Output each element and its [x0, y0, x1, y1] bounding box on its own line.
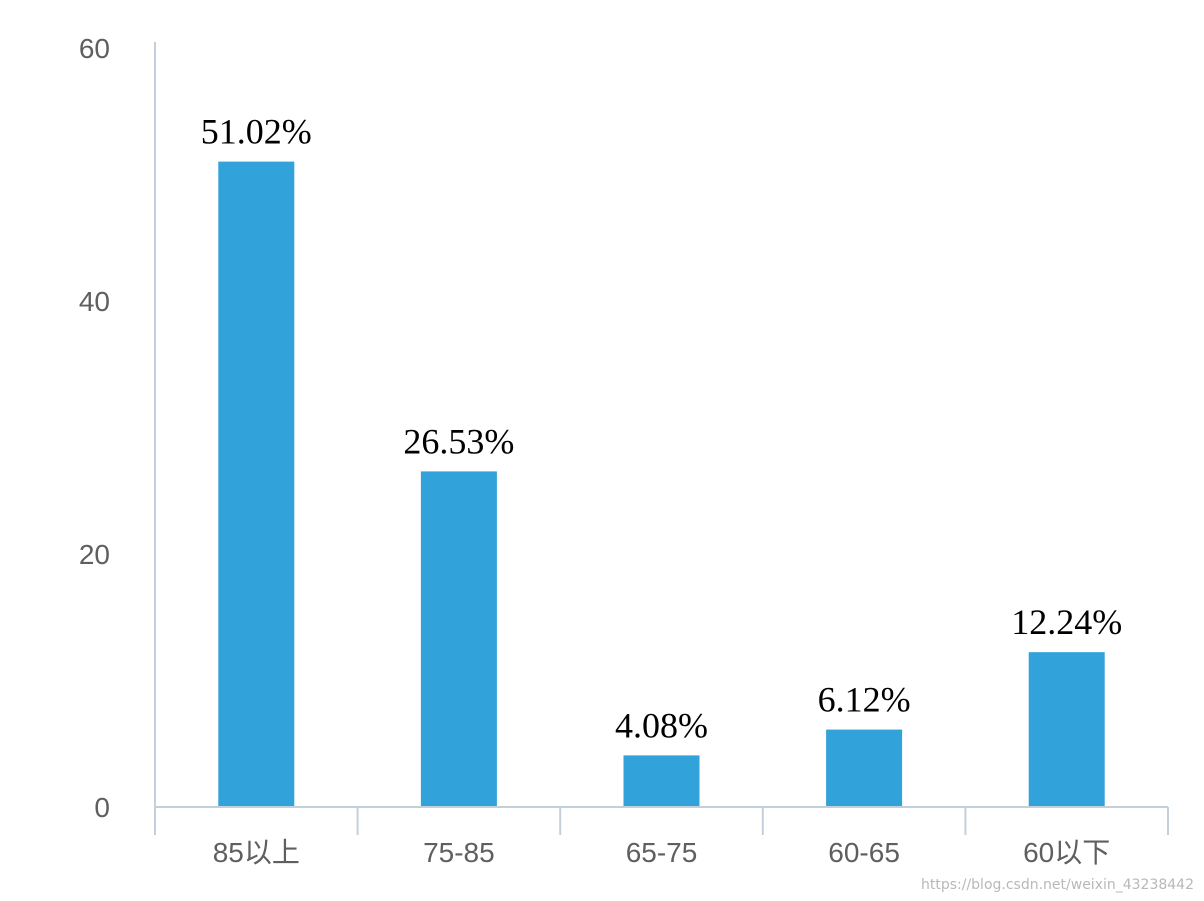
bar	[623, 755, 700, 807]
y-tick-label: 0	[94, 792, 110, 823]
bar	[420, 471, 497, 807]
bar	[826, 729, 903, 807]
watermark-text: https://blog.csdn.net/weixin_43238442	[921, 877, 1194, 893]
data-label: 4.08%	[615, 705, 708, 745]
axes-group	[154, 42, 1169, 835]
x-tick-label: 60-65	[828, 837, 900, 868]
data-label: 26.53%	[403, 421, 514, 461]
bars-group	[218, 161, 1105, 808]
x-tick-label: 60以下	[1023, 837, 1110, 868]
x-tick-label: 75-85	[423, 837, 495, 868]
y-tick-label: 60	[79, 33, 110, 64]
x-tick-label: 65-75	[626, 837, 698, 868]
data-label: 6.12%	[818, 680, 911, 720]
y-tick-label: 20	[79, 539, 110, 570]
x-tick-label: 85以上	[213, 837, 300, 868]
y-tick-label: 40	[79, 286, 110, 317]
labels-group: 51.02% 85以上 26.53% 75-85 4.08% 65-75 6.12% 60-6…	[79, 33, 1122, 868]
data-label: 12.24%	[1011, 602, 1122, 642]
bar	[1028, 652, 1105, 807]
data-label: 51.02%	[201, 112, 312, 152]
bar	[218, 161, 295, 808]
